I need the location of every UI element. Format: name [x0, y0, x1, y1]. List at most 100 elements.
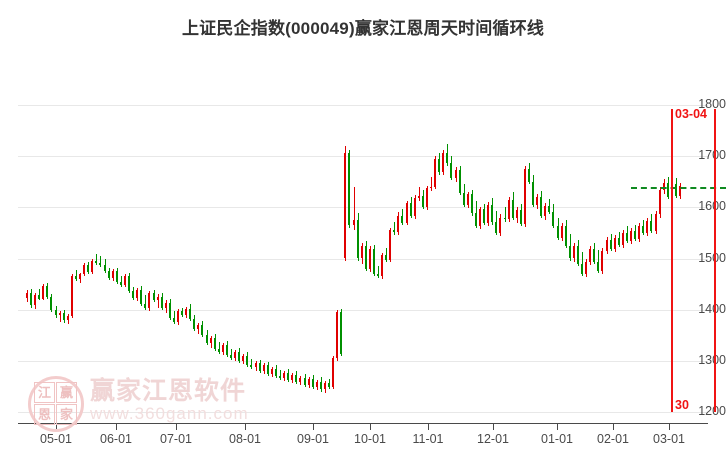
candle-body	[153, 293, 155, 301]
candle-body	[165, 302, 167, 308]
candle-body	[597, 261, 599, 271]
candle-body	[434, 159, 436, 187]
candle-body	[197, 325, 199, 330]
candle-body	[324, 383, 326, 390]
candle-body	[569, 246, 571, 259]
x-axis-tick-mark	[557, 423, 558, 430]
candle-body	[185, 308, 187, 315]
x-axis-tick-label: 08-01	[229, 432, 261, 446]
candle-body	[504, 217, 506, 219]
candle-body	[173, 317, 175, 322]
candle-body	[222, 345, 224, 352]
candle-wick	[219, 342, 220, 354]
x-axis-tick-mark	[176, 423, 177, 430]
candle-body	[230, 354, 232, 358]
candle-body	[483, 209, 485, 223]
candle-body	[610, 240, 612, 250]
candle-body	[38, 295, 40, 299]
candle-body	[83, 264, 85, 274]
candle-body	[46, 285, 48, 298]
candle-body	[634, 230, 636, 240]
y-axis-tick-label: 1700	[698, 148, 726, 163]
candle-body	[650, 220, 652, 231]
candle-body	[328, 383, 330, 388]
candle-body	[308, 379, 310, 386]
candle-body	[450, 163, 452, 178]
candle-body	[238, 351, 240, 361]
candle-body	[357, 219, 359, 259]
y-axis-tick-label: 1300	[698, 352, 726, 367]
candle-body	[312, 379, 314, 388]
x-axis-tick-label: 06-01	[100, 432, 132, 446]
candle-body	[557, 225, 559, 239]
candle-body	[140, 290, 142, 304]
vertical-annotation-line[interactable]	[671, 109, 673, 412]
candle-body	[295, 375, 297, 383]
candle-body	[255, 362, 257, 367]
candle-body	[63, 312, 65, 320]
x-axis-tick-label: 05-01	[40, 432, 72, 446]
candle-wick	[378, 265, 379, 278]
candle-body	[593, 249, 595, 262]
x-axis-tick-mark	[613, 423, 614, 430]
candle-body	[438, 159, 440, 172]
candle-body	[250, 364, 252, 367]
candle-body	[128, 275, 130, 292]
candle-body	[675, 183, 677, 197]
candle-body	[401, 215, 403, 223]
candle-body	[55, 309, 57, 315]
candle-body	[332, 357, 334, 388]
candle-body	[59, 312, 61, 315]
candle-body	[585, 261, 587, 274]
candle-body	[340, 311, 342, 354]
candle-body	[536, 197, 538, 206]
gridline	[18, 360, 708, 362]
candle-body	[136, 290, 138, 299]
candle-body	[259, 362, 261, 372]
gridline	[18, 207, 708, 209]
candle-body	[565, 225, 567, 247]
candle-body	[95, 260, 97, 263]
candle-body	[361, 246, 363, 259]
candle-body	[581, 263, 583, 274]
plot-area[interactable]	[18, 95, 726, 415]
x-axis-tick-label: 11-01	[412, 432, 444, 446]
vertical-annotation-line[interactable]	[714, 109, 716, 412]
candle-body	[389, 229, 391, 260]
candle-body	[622, 232, 624, 246]
candle-body	[606, 240, 608, 252]
candle-body	[104, 264, 106, 271]
candle-body	[679, 185, 681, 197]
x-axis-tick-mark	[245, 423, 246, 430]
candle-body	[459, 170, 461, 193]
gridline	[18, 105, 708, 106]
candle-body	[385, 255, 387, 260]
candle-body	[532, 181, 534, 206]
candle-body	[287, 373, 289, 381]
candle-body	[304, 378, 306, 386]
candle-wick	[174, 310, 175, 324]
candle-body	[42, 285, 44, 299]
y-axis-tick-label: 1600	[698, 199, 726, 214]
gridline	[18, 309, 708, 311]
candle-body	[189, 308, 191, 319]
y-axis-tick-label: 1400	[698, 301, 726, 316]
gridline	[18, 156, 708, 158]
candle-wick	[121, 275, 122, 288]
y-axis-tick-label: 1800	[698, 97, 726, 111]
candle-body	[544, 206, 546, 216]
candle-body	[108, 270, 110, 278]
candle-body	[646, 220, 648, 233]
candle-body	[528, 169, 530, 182]
candle-body	[618, 238, 620, 246]
candle-body	[467, 194, 469, 206]
candle-body	[655, 214, 657, 231]
candle-wick	[100, 256, 101, 267]
candle-wick	[419, 186, 420, 202]
candle-wick	[231, 348, 232, 360]
candle-body	[283, 373, 285, 379]
candle-body	[475, 213, 477, 226]
candle-wick	[60, 310, 61, 322]
x-axis-tick-mark	[56, 423, 57, 430]
